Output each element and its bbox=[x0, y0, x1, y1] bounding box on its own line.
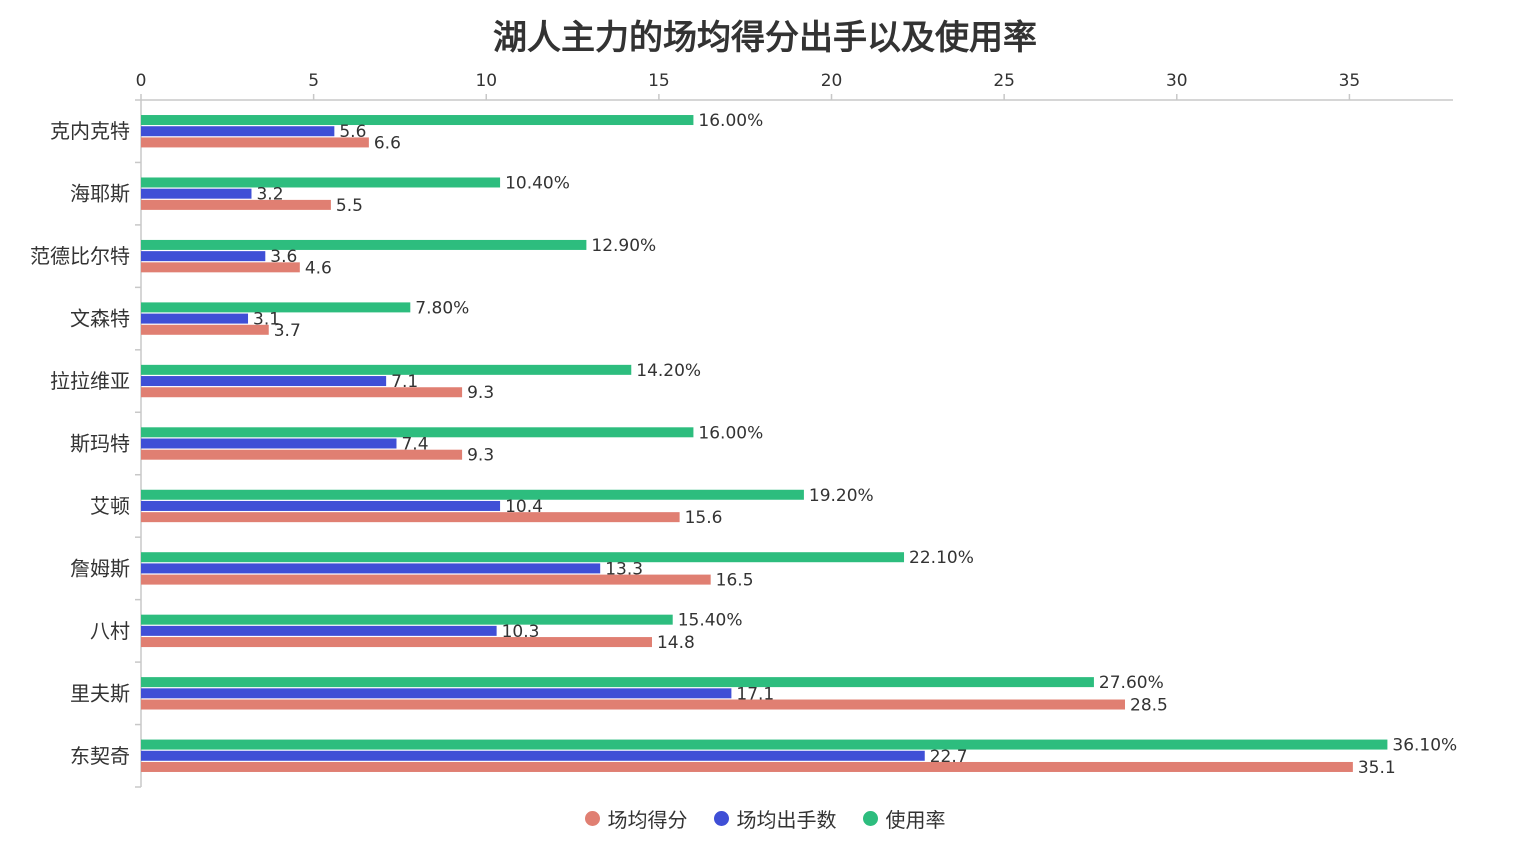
category-label: 文森特 bbox=[70, 307, 130, 331]
category-label: 克内克特 bbox=[50, 119, 130, 143]
bar bbox=[141, 688, 732, 699]
data-label: 15.40% bbox=[678, 611, 743, 631]
data-label: 22.7 bbox=[930, 747, 968, 767]
data-label: 16.5 bbox=[716, 571, 754, 591]
x-tick-label: 15 bbox=[648, 71, 670, 91]
data-label: 10.3 bbox=[502, 622, 540, 642]
bar bbox=[141, 427, 694, 438]
legend: 场均得分 场均出手数 使用率 bbox=[0, 804, 1530, 833]
legend-marker-icon bbox=[713, 811, 729, 826]
bar bbox=[141, 262, 300, 273]
bar bbox=[141, 364, 632, 375]
bar bbox=[141, 313, 249, 324]
x-tick-label: 25 bbox=[993, 71, 1015, 91]
legend-label: 场均得分 bbox=[607, 808, 688, 832]
bar bbox=[141, 126, 335, 137]
bar bbox=[141, 188, 252, 199]
category-label: 拉拉维亚 bbox=[50, 369, 130, 393]
data-label: 16.00% bbox=[698, 423, 763, 443]
category-label: 东契奇 bbox=[70, 744, 130, 768]
category-label: 斯玛特 bbox=[70, 432, 130, 456]
bar bbox=[141, 177, 501, 188]
bar bbox=[141, 552, 905, 563]
bar bbox=[141, 677, 1094, 688]
data-label: 7.80% bbox=[415, 298, 469, 318]
x-tick-label: 35 bbox=[1339, 71, 1361, 91]
bar bbox=[141, 115, 694, 126]
bar bbox=[141, 574, 711, 585]
x-tick-label: 5 bbox=[308, 71, 319, 91]
data-label: 10.4 bbox=[505, 497, 543, 517]
category-label: 范德比尔特 bbox=[30, 244, 130, 268]
bar bbox=[141, 137, 369, 148]
legend-marker-icon bbox=[862, 811, 878, 826]
data-label: 5.5 bbox=[336, 196, 363, 216]
bar bbox=[141, 251, 266, 262]
bar bbox=[141, 199, 331, 210]
bar bbox=[141, 387, 463, 398]
data-label: 36.10% bbox=[1392, 736, 1457, 756]
legend-item[interactable]: 场均得分 bbox=[584, 804, 688, 833]
data-label: 3.2 bbox=[256, 185, 283, 205]
data-label: 7.4 bbox=[401, 435, 428, 455]
category-label: 詹姆斯 bbox=[70, 556, 130, 580]
data-label: 28.5 bbox=[1130, 696, 1168, 716]
data-label: 17.1 bbox=[736, 684, 774, 704]
legend-marker-icon bbox=[584, 811, 600, 826]
bar bbox=[141, 625, 497, 636]
data-label: 3.6 bbox=[270, 247, 297, 267]
data-label: 7.1 bbox=[391, 372, 418, 392]
bar bbox=[141, 761, 1353, 772]
bar bbox=[141, 750, 925, 761]
data-label: 4.6 bbox=[305, 258, 332, 278]
data-label: 9.3 bbox=[467, 383, 494, 403]
data-label: 35.1 bbox=[1358, 758, 1396, 778]
bar bbox=[141, 699, 1125, 710]
bar bbox=[141, 302, 411, 313]
legend-label: 使用率 bbox=[885, 808, 946, 832]
data-label: 27.60% bbox=[1099, 673, 1164, 693]
bar bbox=[141, 438, 397, 449]
x-tick-label: 20 bbox=[821, 71, 843, 91]
data-label: 15.6 bbox=[685, 508, 723, 528]
data-label: 14.20% bbox=[636, 361, 701, 381]
data-label: 6.6 bbox=[374, 133, 401, 153]
data-label: 16.00% bbox=[698, 111, 763, 131]
bar bbox=[141, 637, 652, 648]
x-tick-label: 10 bbox=[475, 71, 497, 91]
bar bbox=[141, 563, 601, 574]
category-label: 海耶斯 bbox=[70, 182, 130, 206]
bar bbox=[141, 512, 680, 523]
data-label: 12.90% bbox=[591, 236, 656, 256]
x-tick-label: 30 bbox=[1166, 71, 1188, 91]
data-label: 13.3 bbox=[605, 559, 643, 579]
data-label: 22.10% bbox=[909, 548, 974, 568]
data-label: 3.7 bbox=[274, 321, 301, 341]
chart-title: 湖人主力的场均得分出手以及使用率 bbox=[493, 18, 1037, 58]
bar bbox=[141, 449, 463, 460]
category-label: 里夫斯 bbox=[70, 681, 130, 705]
legend-item[interactable]: 使用率 bbox=[862, 804, 946, 833]
bar bbox=[141, 489, 804, 500]
legend-label: 场均出手数 bbox=[736, 808, 837, 832]
data-label: 19.20% bbox=[809, 486, 874, 506]
bar bbox=[141, 739, 1388, 750]
data-label: 10.40% bbox=[505, 173, 570, 193]
category-label: 八村 bbox=[90, 619, 130, 643]
bar bbox=[141, 500, 501, 511]
data-label: 9.3 bbox=[467, 446, 494, 466]
bar bbox=[141, 324, 269, 335]
data-label: 14.8 bbox=[657, 633, 695, 653]
bar bbox=[141, 376, 387, 387]
data-label: 5.6 bbox=[339, 122, 366, 142]
category-label: 艾顿 bbox=[90, 494, 130, 518]
bar bbox=[141, 614, 673, 625]
bar bbox=[141, 239, 587, 250]
legend-item[interactable]: 场均出手数 bbox=[713, 804, 837, 833]
data-label: 3.1 bbox=[253, 310, 280, 330]
x-tick-label: 0 bbox=[136, 71, 147, 91]
